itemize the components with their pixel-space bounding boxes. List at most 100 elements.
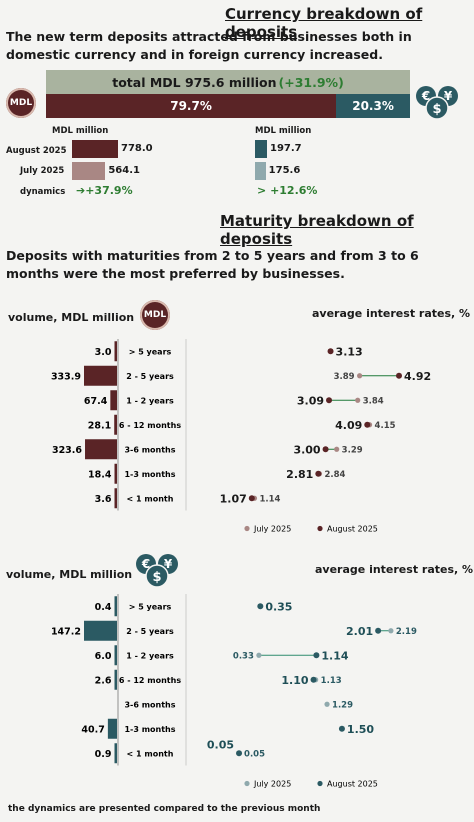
august-label: 4.92: [404, 370, 431, 383]
july-label: 2.19: [396, 627, 417, 637]
chart1-title: volume, MDL million: [8, 311, 135, 324]
mdl-maturity-chart: > 5 years 3.0 2 - 5 years 333.9 1 - 2 years 6…: [51, 339, 431, 534]
volume-bar: [114, 341, 117, 362]
legend-august-dot: [317, 780, 323, 787]
july-dot: [324, 701, 330, 707]
august-dot: [326, 397, 333, 404]
category-label: 1-3 months: [124, 725, 175, 734]
category-label: < 1 month: [127, 494, 174, 503]
volume-bar: [84, 620, 117, 641]
july-label: 1.14: [259, 494, 280, 504]
july-label: 3.29: [342, 445, 363, 455]
svg-text:€: €: [421, 89, 430, 103]
august-dot: [310, 676, 317, 683]
mdl-jul-bar: [72, 162, 106, 180]
volume-label: 147.2: [51, 626, 81, 637]
august-dot: [396, 372, 402, 379]
page-subtitle: The new term deposits attracted from bus…: [6, 29, 412, 62]
legend-july-dot: [244, 780, 250, 787]
total-bar: total MDL 975.6 million (+31.9%): [46, 70, 410, 94]
legend-august-dot: [317, 525, 323, 532]
volume-bar: [84, 365, 117, 386]
august-label: 3.09: [297, 394, 324, 407]
volume-label: 333.9: [51, 371, 81, 382]
mdl-aug-bar: [72, 140, 118, 158]
svg-text:¥: ¥: [444, 89, 453, 103]
volume-bar: [114, 743, 117, 764]
volume-label: 6.0: [95, 651, 112, 662]
volume-label: 323.6: [52, 445, 82, 456]
total-label: total MDL 975.6 million: [112, 74, 277, 90]
footnote: the dynamics are presented compared to t…: [8, 804, 321, 814]
august-label: 1.14: [321, 649, 348, 662]
fx-dynamics: > +12.6%: [257, 184, 318, 197]
july-dot: [256, 652, 262, 658]
volume-label: 3.6: [95, 494, 112, 505]
fx-aug-value: 197.7: [270, 143, 302, 154]
legend-august-label: August 2025: [327, 525, 378, 534]
august-dot: [315, 470, 322, 477]
maturity-subtitle: Deposits with maturities from 2 to 5 yea…: [6, 248, 419, 281]
category-label: 6 - 12 months: [119, 676, 181, 685]
august-dot: [375, 627, 382, 634]
row-label-dynamics: dynamics: [20, 187, 66, 197]
fx-aug-bar: [255, 140, 267, 158]
svg-text:¥: ¥: [164, 557, 173, 571]
category-label: 1 - 2 years: [126, 396, 174, 405]
july-label: 0.05: [244, 749, 265, 759]
july-label: 1.13: [321, 676, 342, 686]
july-label: 2.84: [324, 470, 345, 480]
page-title: Currency breakdown of deposits: [225, 5, 423, 41]
volume-label: 0.4: [95, 602, 112, 613]
volume-label: 0.9: [95, 749, 112, 760]
volume-label: 3.0: [95, 347, 112, 358]
category-label: 3-6 months: [124, 445, 175, 454]
july-dot: [357, 373, 363, 379]
mdl-badge: MDL: [6, 88, 36, 118]
fx-jul-value: 175.6: [268, 165, 301, 176]
fx-unit-label: MDL million: [255, 126, 312, 136]
august-label: 2.01: [346, 625, 373, 638]
mdl-share-segment: 79.7%: [46, 94, 337, 118]
august-dot: [322, 446, 329, 453]
august-dot: [338, 725, 345, 732]
august-label: 0.35: [265, 600, 292, 613]
category-label: > 5 years: [129, 347, 172, 356]
august-dot: [248, 495, 255, 502]
chart3-title: volume, MDL million: [6, 568, 133, 581]
july-label: 1.29: [332, 700, 353, 710]
category-label: 2 - 5 years: [126, 627, 174, 636]
volume-bar: [110, 390, 117, 411]
fx-share-segment: 20.3%: [336, 94, 410, 118]
fx-maturity-chart: > 5 years 0.4 2 - 5 years 147.2 1 - 2 years 6…: [51, 594, 417, 789]
july-label: 3.84: [363, 396, 384, 406]
category-label: 6 - 12 months: [119, 421, 181, 430]
mdl-unit-label: MDL million: [52, 126, 109, 136]
volume-bar: [114, 414, 117, 435]
dollar-icon: $: [145, 564, 169, 588]
july-dot: [355, 397, 361, 403]
july-dot: [388, 628, 394, 634]
svg-text:€: €: [141, 557, 150, 571]
august-label: 1.50: [347, 723, 374, 736]
volume-bar: [114, 463, 117, 484]
mdl-badge-2: MDL: [140, 300, 170, 330]
august-dot: [327, 348, 334, 355]
august-label: 1.10: [281, 674, 308, 687]
august-label: 0.05: [207, 738, 234, 751]
category-label: 2 - 5 years: [126, 372, 174, 381]
august-dot: [313, 652, 320, 659]
category-label: 1 - 2 years: [126, 651, 174, 660]
svg-text:$: $: [432, 102, 441, 117]
currency-icons-group: € ¥ $: [416, 86, 458, 120]
legend-july-label: July 2025: [253, 780, 291, 789]
mdl-jul-value: 564.1: [108, 165, 140, 176]
august-label: 3.00: [293, 443, 320, 456]
volume-bar: [85, 439, 117, 460]
volume-bar: [107, 718, 117, 739]
legend-august-label: August 2025: [327, 780, 378, 789]
legend-july-dot: [244, 525, 250, 532]
july-label: 0.33: [233, 651, 254, 661]
svg-text:$: $: [152, 570, 161, 585]
volume-bar: [114, 645, 117, 666]
